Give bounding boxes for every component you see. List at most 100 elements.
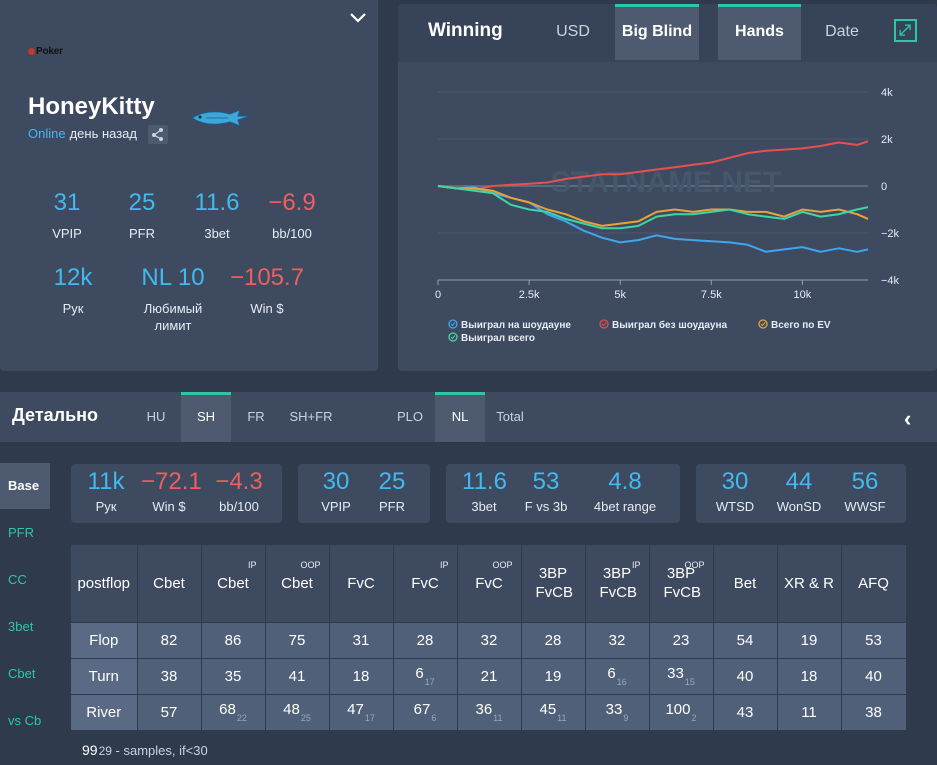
tab-total[interactable]: Total (496, 409, 524, 424)
menu-vs-cb[interactable]: vs Cb (8, 713, 42, 728)
column-header[interactable]: AFQ (841, 545, 907, 622)
stat-vpip: 31 VPIP (22, 189, 112, 242)
room-logo-text: Poker (36, 46, 63, 57)
table-cell[interactable]: 35 (201, 657, 266, 694)
table-cell[interactable]: 21 (457, 657, 522, 694)
column-header[interactable]: Cbet (137, 545, 202, 622)
menu-pfr[interactable]: PFR (8, 525, 34, 540)
legend-check (450, 335, 456, 340)
table-cell[interactable]: 18 (329, 657, 394, 694)
column-header-label: Cbet (281, 574, 313, 592)
table-cell[interactable]: 40 (841, 657, 907, 694)
menu-base[interactable]: Base (0, 463, 50, 509)
column-header-position: OOP (684, 560, 705, 570)
table-cell[interactable]: 57 (137, 693, 202, 730)
menu-3bet[interactable]: 3bet (8, 619, 34, 634)
expand-icon[interactable] (894, 19, 917, 42)
table-cell[interactable]: 19 (777, 621, 842, 658)
tab-sh[interactable]: SH (181, 392, 231, 442)
table-cell[interactable]: 6822 (201, 693, 266, 730)
stat-favorite-limit: NL 10 Любимый лимит (128, 264, 218, 334)
stat-pfr: 25 PFR (372, 468, 412, 514)
column-header[interactable]: XR & R (777, 545, 842, 622)
share-icon[interactable] (148, 125, 168, 144)
tab-hu[interactable]: HU (146, 409, 166, 424)
cell-sample-size: 17 (424, 677, 435, 687)
table-cell[interactable]: 11 (777, 693, 842, 730)
stat-value: −105.7 (229, 264, 305, 291)
table-cell[interactable]: 32 (585, 621, 650, 658)
tab-big-blind[interactable]: Big Blind (615, 4, 699, 60)
tab-sh-fr[interactable]: SH+FR (289, 409, 333, 424)
column-header[interactable]: Cbet IP (201, 545, 266, 622)
table-cell[interactable]: 4717 (329, 693, 394, 730)
table-cell[interactable]: 4825 (265, 693, 330, 730)
stat-label: bb/100 (219, 499, 259, 514)
tab-hands[interactable]: Hands (718, 4, 801, 60)
column-header[interactable]: postflop (71, 545, 138, 622)
table-cell[interactable]: 38 (137, 657, 202, 694)
table-cell[interactable]: 28 (521, 621, 586, 658)
online-status: Online (28, 126, 66, 141)
tab-date[interactable]: Date (825, 23, 859, 40)
column-header[interactable]: Cbet OOP (265, 545, 330, 622)
legend-check (601, 322, 607, 327)
chevron-down-icon[interactable] (348, 8, 368, 28)
table-cell[interactable]: 3315 (649, 657, 714, 694)
tab-plo[interactable]: PLO (396, 409, 423, 424)
table-cell[interactable]: 40 (713, 657, 778, 694)
column-header[interactable]: 3BP FvCB OOP (649, 545, 714, 622)
column-header[interactable]: 3BP FvCB (521, 545, 586, 622)
column-header[interactable]: 3BP FvCB IP (585, 545, 650, 622)
table-cell[interactable]: 43 (713, 693, 778, 730)
table-cell[interactable]: 54 (713, 621, 778, 658)
table-cell[interactable]: 75 (265, 621, 330, 658)
table-cell[interactable]: 19 (521, 657, 586, 694)
table-cell[interactable]: 3611 (457, 693, 522, 730)
table-cell[interactable]: 1002 (649, 693, 714, 730)
column-header-label: FvC (411, 574, 439, 592)
table-row: River 57 6822 4825 4717 676 3611 4511 339 1002 43 1… (71, 693, 907, 730)
winnings-line-chart: 4k 2k 0 −2k −4k 0 2.5k 5k 7.5k 10k STATNAME.NET Выи… (435, 87, 900, 344)
y-tick-label: 2k (881, 134, 893, 146)
column-header[interactable]: FvC OOP (457, 545, 522, 622)
stat-label: 4bet range (593, 499, 657, 514)
table-cell[interactable]: 86 (201, 621, 266, 658)
tab-nl[interactable]: NL (435, 392, 485, 442)
tab-usd[interactable]: USD (556, 23, 590, 40)
column-header[interactable]: Bet (713, 545, 778, 622)
table-cell[interactable]: 18 (777, 657, 842, 694)
table-cell[interactable]: 617 (393, 657, 458, 694)
cell-value: 86 (224, 631, 242, 649)
tab-fr[interactable]: FR (247, 409, 265, 424)
table-cell[interactable]: 53 (841, 621, 907, 658)
x-tick-label: 5k (614, 289, 626, 301)
cell-sample-size: 22 (236, 713, 247, 724)
table-cell[interactable]: 82 (137, 621, 202, 658)
table-cell[interactable]: 38 (841, 693, 907, 730)
column-header-label: Bet (733, 574, 757, 592)
column-header-position: IP (247, 560, 257, 570)
chevron-left-icon[interactable]: ‹ (904, 406, 912, 431)
cell-value: 28 (416, 631, 434, 649)
stat-box-3bet: 11.6 3bet 53 F vs 3b 4.8 4bet range (446, 464, 680, 523)
cell-value: 67 (413, 701, 431, 719)
menu-cc[interactable]: CC (8, 572, 27, 587)
table-cell[interactable]: 41 (265, 657, 330, 694)
table-cell[interactable]: 4511 (521, 693, 586, 730)
cell-value: 54 (736, 631, 754, 649)
table-cell[interactable]: 23 (649, 621, 714, 658)
table-cell[interactable]: 339 (585, 693, 650, 730)
table-cell[interactable]: 28 (393, 621, 458, 658)
stat-label: VPIP (52, 226, 82, 241)
table-cell[interactable]: 31 (329, 621, 394, 658)
x-tick-label: 7.5k (701, 289, 722, 301)
table-cell[interactable]: 676 (393, 693, 458, 730)
column-header[interactable]: FvC (329, 545, 394, 622)
column-header[interactable]: FvC IP (393, 545, 458, 622)
menu-cbet[interactable]: Cbet (8, 666, 36, 681)
table-cell[interactable]: 616 (585, 657, 650, 694)
table-cell[interactable]: 32 (457, 621, 522, 658)
cell-value: 47 (347, 701, 364, 719)
stat-value: 30 (322, 468, 350, 495)
